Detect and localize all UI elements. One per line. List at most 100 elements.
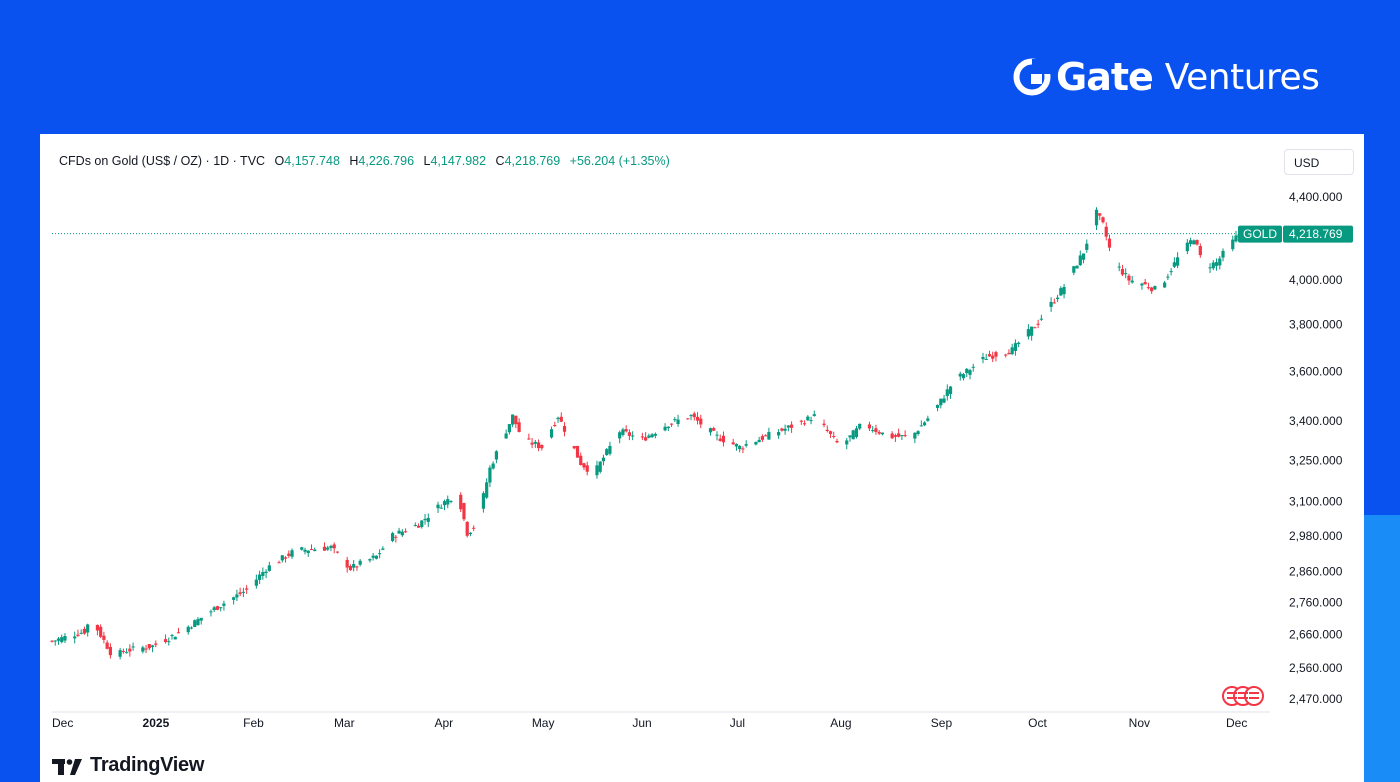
candlestick <box>1218 256 1222 270</box>
candlestick <box>147 643 151 651</box>
candlestick <box>835 438 839 444</box>
candlestick <box>809 416 813 425</box>
candlestick <box>189 626 194 630</box>
candlestick <box>1127 273 1131 285</box>
candlestick <box>287 550 291 558</box>
candlestick <box>1026 324 1030 340</box>
candlestick <box>79 629 83 635</box>
candlestick <box>1007 349 1011 355</box>
x-tick-label: Dec <box>52 716 73 730</box>
candlestick <box>663 423 667 432</box>
candlestick <box>442 499 447 511</box>
candlestick <box>1130 275 1134 284</box>
candlestick <box>485 478 489 499</box>
candlestick <box>511 414 515 428</box>
candlestick <box>812 410 816 417</box>
price-tag-value-bg <box>1283 225 1353 243</box>
candlestick <box>1198 243 1202 258</box>
high-label: H <box>349 154 359 168</box>
candlestick <box>556 416 560 423</box>
candlestick <box>261 567 265 580</box>
price-tag-value: 4,218.769 <box>1289 227 1343 241</box>
high-value: 4,226.796 <box>358 154 415 168</box>
candlestick <box>1172 257 1176 269</box>
candlestick <box>935 404 940 412</box>
candlestick <box>673 417 677 423</box>
chart-legend: CFDs on Gold (US$ / OZ) · 1D · TVC O4,15… <box>59 154 670 168</box>
candlestick <box>880 432 885 436</box>
y-tick-label: 2,470.000 <box>1289 692 1343 706</box>
x-tick-label: Dec <box>1226 716 1247 730</box>
candlestick <box>984 353 988 360</box>
candlestick <box>1101 216 1105 224</box>
gate-logo-icon <box>1013 58 1052 96</box>
candlestick <box>394 535 398 543</box>
candlestick <box>131 642 135 651</box>
event-flags-icon[interactable] <box>1222 686 1264 706</box>
candlestick <box>355 565 359 571</box>
candlestick <box>971 363 975 372</box>
candlestick <box>695 412 700 425</box>
candlestick <box>608 441 612 456</box>
x-tick-label: Nov <box>1129 716 1150 730</box>
candlestick <box>1004 353 1008 358</box>
candlestick <box>1195 239 1199 246</box>
candlestick <box>744 440 748 448</box>
brand-name-light: Ventures <box>1164 56 1320 98</box>
candlestick <box>60 634 64 644</box>
candlestick <box>504 429 508 439</box>
candlestick <box>326 545 330 551</box>
candlestick <box>1052 298 1056 304</box>
candlestick <box>150 645 155 653</box>
candlestick <box>867 421 872 431</box>
candlestick <box>605 447 609 456</box>
candlestick <box>559 412 563 423</box>
candlestick <box>1075 265 1079 269</box>
currency-button[interactable]: USD <box>1284 149 1354 175</box>
candlestick <box>277 560 281 564</box>
candlestick <box>627 429 632 441</box>
candlestick <box>1072 265 1076 276</box>
tradingview-logo-icon <box>52 758 82 775</box>
change-value: +56.204 (+1.35%) <box>569 154 670 168</box>
y-tick-label: 2,660.000 <box>1289 628 1343 642</box>
candlestick <box>371 552 375 561</box>
candlestick <box>893 433 897 442</box>
candlestick <box>945 384 949 401</box>
low-label: L <box>423 154 431 168</box>
corner-accent <box>1364 515 1400 782</box>
x-tick-label: Jul <box>730 716 745 730</box>
candlestick <box>981 352 985 364</box>
candlestick <box>666 426 670 432</box>
x-tick-label: May <box>532 716 555 730</box>
candlestick <box>631 431 635 441</box>
candlestick <box>303 547 307 555</box>
candlestick <box>290 548 294 559</box>
candlestick <box>536 439 541 452</box>
candlestick <box>1163 280 1167 288</box>
candlestick <box>828 430 833 438</box>
candlestick <box>439 504 443 509</box>
candlestick <box>618 430 622 444</box>
low-value: 4,147.982 <box>430 154 487 168</box>
candlestick <box>1059 286 1063 296</box>
candlestick <box>241 587 245 598</box>
candlestick <box>86 623 90 637</box>
candlestick <box>754 441 758 446</box>
candlestick <box>102 631 106 644</box>
candlestick <box>783 424 787 435</box>
y-tick-label: 3,800.000 <box>1289 317 1343 331</box>
candlestick <box>108 643 112 659</box>
candlestick <box>1081 253 1086 264</box>
candlestick <box>254 574 258 589</box>
candlestick <box>215 605 220 611</box>
candlestick <box>530 437 534 449</box>
x-tick-label: Sep <box>931 716 953 730</box>
candlestick <box>579 452 583 466</box>
tradingview-logo: TradingView <box>52 754 204 777</box>
candlestick <box>403 528 408 533</box>
candlestick <box>1188 237 1193 247</box>
candlestick <box>1017 341 1021 348</box>
candlestick <box>1062 283 1066 299</box>
